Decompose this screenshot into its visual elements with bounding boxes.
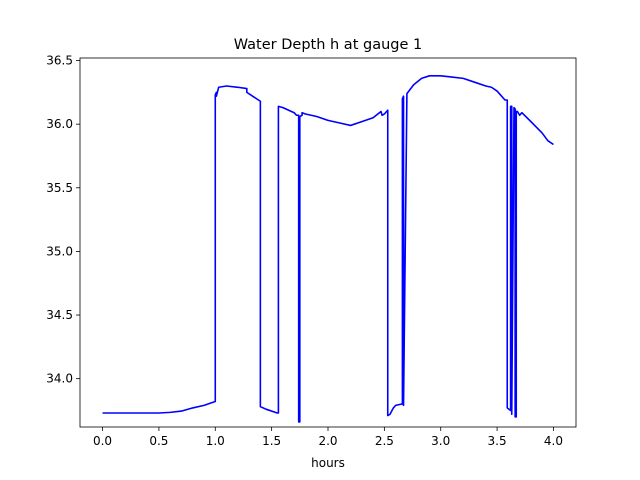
y-tick-label: 35.5 (46, 181, 73, 195)
x-tick-label: 2.0 (318, 434, 337, 448)
x-tick-label: 4.0 (544, 434, 563, 448)
y-axis: 34.0 34.5 35.0 35.5 36.0 36.5 (46, 54, 80, 386)
x-tick-label: 3.0 (431, 434, 450, 448)
y-tick-label: 36.0 (46, 117, 73, 131)
y-tick-label: 35.0 (46, 244, 73, 258)
x-tick-label: 0.5 (149, 434, 168, 448)
y-tick-label: 34.5 (46, 308, 73, 322)
x-tick-label: 1.0 (206, 434, 225, 448)
x-axis-label: hours (311, 456, 345, 470)
axes-frame (79, 57, 577, 428)
x-tick-label: 1.5 (262, 434, 281, 448)
chart-title: Water Depth h at gauge 1 (234, 37, 422, 53)
x-tick-label: 0.0 (93, 434, 112, 448)
x-tick-label: 3.5 (488, 434, 507, 448)
y-tick-label: 36.5 (46, 54, 73, 68)
x-tick-label: 2.5 (375, 434, 394, 448)
plot-area (102, 75, 554, 423)
series-line-0 (102, 75, 554, 423)
y-tick-label: 34.0 (46, 372, 73, 386)
x-axis: 0.0 0.5 1.0 1.5 2.0 2.5 3.0 3.5 4.0 (93, 427, 563, 448)
